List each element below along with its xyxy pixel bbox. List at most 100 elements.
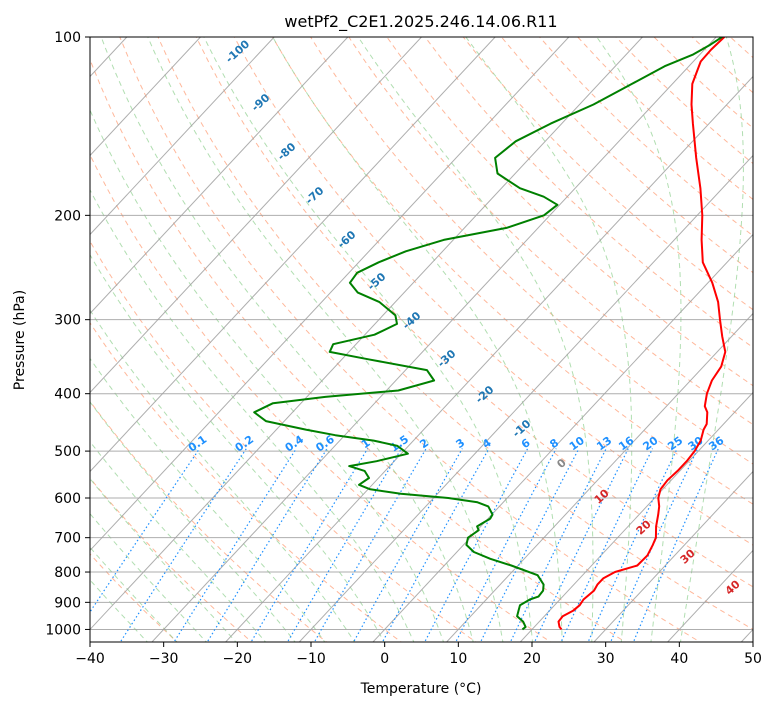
y-tick-label: 800 bbox=[54, 565, 81, 581]
dry-adiabat-line bbox=[90, 400, 328, 642]
dry-adiabat-line bbox=[90, 321, 403, 642]
mixing-ratio-line bbox=[352, 448, 463, 642]
dry-adiabat-line bbox=[90, 240, 477, 642]
mixing-ratio-line bbox=[424, 448, 529, 642]
dry-adiabat-line bbox=[90, 58, 627, 642]
isotherm-line bbox=[298, 154, 753, 642]
x-tick-label: 0 bbox=[380, 651, 389, 667]
dry-adiabat-line bbox=[90, 477, 253, 642]
dry-adiabat-line bbox=[769, 37, 775, 644]
moist-adiabat-line bbox=[90, 253, 385, 642]
mixing-ratio-line bbox=[286, 448, 402, 642]
x-axis-label: Temperature (°C) bbox=[360, 681, 482, 697]
x-tick-label: 10 bbox=[449, 651, 467, 667]
moist-adiabat-line bbox=[272, 37, 563, 642]
moist-adiabat-line bbox=[90, 440, 267, 642]
x-axis-ticks: −40 −30 −20 −10 0 10 20 30 40 50 bbox=[75, 642, 762, 667]
moist-adiabat-line bbox=[357, 37, 594, 642]
moist-adiabat-line bbox=[465, 37, 633, 642]
mixing-ratio-line bbox=[533, 448, 629, 642]
moist-adiabat-line bbox=[90, 188, 415, 642]
isotherm-line bbox=[446, 312, 753, 642]
moist-adiabat-line bbox=[90, 309, 356, 642]
mixing-ratio-line bbox=[632, 448, 719, 642]
y-axis-ticks: 100 200 300 400 500 600 700 800 900 1000 bbox=[45, 30, 90, 638]
isotherm-label: -80 bbox=[275, 140, 299, 163]
y-axis-label: Pressure (hPa) bbox=[12, 290, 28, 390]
isotherm-label: -70 bbox=[303, 184, 327, 207]
isotherm-line bbox=[90, 37, 275, 236]
isotherm-line bbox=[740, 628, 753, 642]
dry-adiabat-line bbox=[653, 37, 753, 129]
mixing-ratio-label: 10 bbox=[567, 434, 587, 454]
mixing-ratio-line bbox=[206, 448, 328, 642]
mixing-ratio-line bbox=[381, 448, 490, 642]
dry-adiabat-line bbox=[272, 37, 753, 505]
isotherm-line bbox=[90, 37, 422, 394]
mixing-ratio-line bbox=[479, 448, 580, 642]
isotherm-line bbox=[90, 37, 496, 473]
isotherm-label: -50 bbox=[365, 270, 389, 293]
y-tick-label: 400 bbox=[54, 387, 81, 403]
y-tick-label: 300 bbox=[54, 313, 81, 329]
profile-lines bbox=[253, 37, 727, 631]
isotherm-label: -100 bbox=[223, 37, 252, 65]
mixing-ratio-label: 16 bbox=[616, 434, 636, 454]
mixing-ratio-line bbox=[560, 448, 654, 642]
y-tick-label: 200 bbox=[54, 208, 81, 224]
isotherm-label: 0 bbox=[554, 456, 569, 471]
y-tick-label: 600 bbox=[54, 491, 81, 507]
moist-adiabat-line bbox=[100, 37, 474, 642]
x-tick-label: −20 bbox=[223, 651, 253, 667]
mixing-ratio-line bbox=[90, 448, 201, 613]
isotherm-label: 10 bbox=[592, 486, 612, 506]
dry-adiabat-line bbox=[615, 37, 753, 165]
mixing-ratio-line bbox=[119, 448, 247, 642]
isotherm-line bbox=[593, 470, 753, 642]
y-tick-label: 700 bbox=[54, 531, 81, 547]
x-tick-label: −30 bbox=[149, 651, 179, 667]
mixing-ratio-line bbox=[173, 448, 297, 642]
isotherm-line bbox=[372, 233, 753, 642]
mixing-ratio-line bbox=[587, 448, 678, 642]
isotherm-line bbox=[90, 37, 349, 315]
y-tick-label: 500 bbox=[54, 444, 81, 460]
mixing-ratio-line bbox=[250, 448, 369, 642]
isotherm-line bbox=[90, 37, 643, 631]
y-tick-label: 1000 bbox=[45, 622, 81, 638]
background-lines bbox=[90, 37, 775, 644]
isotherm-line bbox=[90, 37, 570, 552]
dry-adiabat-line bbox=[119, 37, 701, 642]
isotherm-label: -40 bbox=[400, 309, 424, 332]
mixing-ratio-label: 25 bbox=[665, 434, 685, 453]
mixing-ratio-label: 6 bbox=[519, 436, 533, 451]
isotherm-line bbox=[151, 37, 717, 642]
moist-adiabat-line bbox=[90, 357, 326, 642]
mixing-ratio-label: 20 bbox=[641, 434, 661, 454]
isotherm-line bbox=[519, 391, 753, 642]
mixing-ratio-line bbox=[609, 448, 699, 642]
chart-title: wetPf2_C2E1.2025.246.14.06.R11 bbox=[284, 12, 557, 32]
isotherm-label: -20 bbox=[473, 383, 497, 406]
moist-adiabat-line bbox=[596, 37, 682, 642]
isotherm-line bbox=[225, 75, 753, 642]
isotherm-line bbox=[90, 37, 201, 157]
moist-adiabat-line bbox=[147, 37, 504, 642]
y-tick-label: 100 bbox=[54, 30, 81, 46]
isotherm-label: -60 bbox=[335, 228, 359, 251]
mixing-ratio-line bbox=[509, 448, 607, 642]
isotherm-label: -90 bbox=[249, 91, 273, 114]
x-tick-label: 30 bbox=[597, 651, 615, 667]
mixing-ratio-label: 36 bbox=[706, 434, 726, 454]
y-tick-label: 900 bbox=[54, 595, 81, 611]
mixing-ratio-label: 4 bbox=[480, 436, 494, 451]
x-tick-label: 20 bbox=[523, 651, 541, 667]
x-tick-label: −10 bbox=[296, 651, 326, 667]
mixing-ratio-label: 3 bbox=[453, 436, 467, 451]
x-tick-label: 40 bbox=[670, 651, 688, 667]
plot-frame bbox=[89, 36, 754, 643]
dry-adiabat-line bbox=[386, 37, 753, 387]
moist-adiabat-line bbox=[90, 477, 237, 642]
